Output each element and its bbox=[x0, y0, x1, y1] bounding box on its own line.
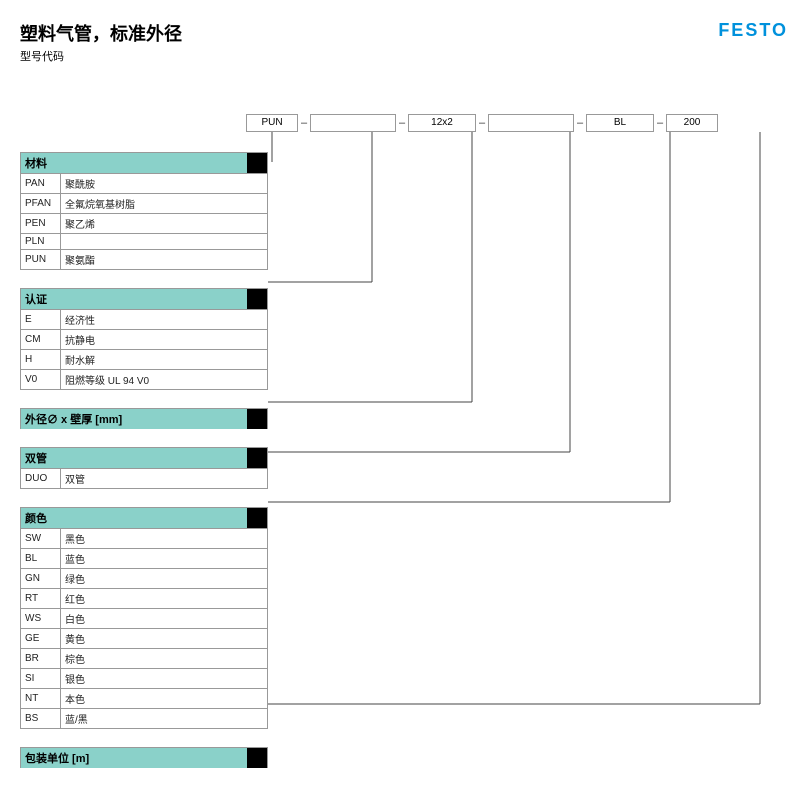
color-table: SW黑色BL蓝色GN绿色RT红色WS白色GE黄色BR棕色SI银色NT本色BS蓝/… bbox=[20, 528, 268, 729]
code-box-1: PUN bbox=[246, 114, 298, 132]
code-cell: SI bbox=[21, 669, 61, 689]
table-row: WS白色 bbox=[21, 609, 268, 629]
content-area: PUN – – 12x2 – – BL – 200 材料 PAN聚酰胺PFAN全… bbox=[20, 114, 788, 768]
section-cert: 认证 E经济性CM抗静电H耐水解V0阻燃等级 UL 94 V0 bbox=[20, 288, 268, 390]
code-box-3: 12x2 bbox=[408, 114, 476, 132]
code-cell: CM bbox=[21, 330, 61, 350]
code-cell: RT bbox=[21, 589, 61, 609]
dash: – bbox=[476, 117, 488, 129]
desc-cell: 双管 bbox=[61, 469, 268, 489]
table-row: SW黑色 bbox=[21, 529, 268, 549]
page-title: 塑料气管，标准外径 bbox=[20, 20, 788, 46]
code-cell: BR bbox=[21, 649, 61, 669]
desc-cell: 红色 bbox=[61, 589, 268, 609]
table-row: PAN聚酰胺 bbox=[21, 174, 268, 194]
table-row: GE黄色 bbox=[21, 629, 268, 649]
code-cell: BL bbox=[21, 549, 61, 569]
section-heading: 材料 bbox=[20, 152, 268, 173]
page-subtitle: 型号代码 bbox=[20, 48, 788, 64]
dash: – bbox=[654, 117, 666, 129]
table-row: PUN聚氨酯 bbox=[21, 250, 268, 270]
desc-cell: 抗静电 bbox=[61, 330, 268, 350]
table-row: H耐水解 bbox=[21, 350, 268, 370]
code-box-5: BL bbox=[586, 114, 654, 132]
code-box-6: 200 bbox=[666, 114, 718, 132]
section-heading: 颜色 bbox=[20, 507, 268, 528]
dash: – bbox=[574, 117, 586, 129]
table-row: PLN bbox=[21, 234, 268, 250]
code-cell: NT bbox=[21, 689, 61, 709]
desc-cell: 本色 bbox=[61, 689, 268, 709]
dash: – bbox=[396, 117, 408, 129]
page-header: 塑料气管，标准外径 型号代码 bbox=[20, 20, 788, 64]
section-color: 颜色 SW黑色BL蓝色GN绿色RT红色WS白色GE黄色BR棕色SI银色NT本色B… bbox=[20, 507, 268, 729]
desc-cell: 银色 bbox=[61, 669, 268, 689]
table-row: PEN聚乙烯 bbox=[21, 214, 268, 234]
section-diameter: 外径∅ x 壁厚 [mm] bbox=[20, 408, 268, 429]
desc-cell: 聚氨酯 bbox=[61, 250, 268, 270]
table-row: PFAN全氟烷氧基树脂 bbox=[21, 194, 268, 214]
brand-logo: FESTO bbox=[718, 20, 788, 41]
code-cell: WS bbox=[21, 609, 61, 629]
table-row: DUO双管 bbox=[21, 469, 268, 489]
desc-cell: 聚酰胺 bbox=[61, 174, 268, 194]
desc-cell: 棕色 bbox=[61, 649, 268, 669]
code-cell: E bbox=[21, 310, 61, 330]
code-cell: GE bbox=[21, 629, 61, 649]
code-cell: PLN bbox=[21, 234, 61, 250]
table-row: RT红色 bbox=[21, 589, 268, 609]
table-row: BR棕色 bbox=[21, 649, 268, 669]
desc-cell: 经济性 bbox=[61, 310, 268, 330]
desc-cell: 耐水解 bbox=[61, 350, 268, 370]
section-duo: 双管 DUO双管 bbox=[20, 447, 268, 489]
table-row: CM抗静电 bbox=[21, 330, 268, 350]
code-cell: DUO bbox=[21, 469, 61, 489]
desc-cell bbox=[61, 234, 268, 250]
type-code-row: PUN – – 12x2 – – BL – 200 bbox=[246, 114, 718, 132]
desc-cell: 全氟烷氧基树脂 bbox=[61, 194, 268, 214]
table-row: GN绿色 bbox=[21, 569, 268, 589]
code-cell: H bbox=[21, 350, 61, 370]
desc-cell: 黑色 bbox=[61, 529, 268, 549]
section-heading: 外径∅ x 壁厚 [mm] bbox=[20, 408, 268, 429]
desc-cell: 蓝色 bbox=[61, 549, 268, 569]
code-cell: PUN bbox=[21, 250, 61, 270]
code-cell: PAN bbox=[21, 174, 61, 194]
code-cell: V0 bbox=[21, 370, 61, 390]
sections-container: 材料 PAN聚酰胺PFAN全氟烷氧基树脂PEN聚乙烯PLNPUN聚氨酯 认证 E… bbox=[20, 114, 788, 768]
desc-cell: 绿色 bbox=[61, 569, 268, 589]
section-heading: 包装单位 [m] bbox=[20, 747, 268, 768]
code-cell: PFAN bbox=[21, 194, 61, 214]
code-cell: PEN bbox=[21, 214, 61, 234]
material-table: PAN聚酰胺PFAN全氟烷氧基树脂PEN聚乙烯PLNPUN聚氨酯 bbox=[20, 173, 268, 270]
table-row: V0阻燃等级 UL 94 V0 bbox=[21, 370, 268, 390]
section-heading: 双管 bbox=[20, 447, 268, 468]
desc-cell: 黄色 bbox=[61, 629, 268, 649]
table-row: BL蓝色 bbox=[21, 549, 268, 569]
code-cell: SW bbox=[21, 529, 61, 549]
desc-cell: 阻燃等级 UL 94 V0 bbox=[61, 370, 268, 390]
code-box-2 bbox=[310, 114, 396, 132]
cert-table: E经济性CM抗静电H耐水解V0阻燃等级 UL 94 V0 bbox=[20, 309, 268, 390]
duo-table: DUO双管 bbox=[20, 468, 268, 489]
code-cell: GN bbox=[21, 569, 61, 589]
section-material: 材料 PAN聚酰胺PFAN全氟烷氧基树脂PEN聚乙烯PLNPUN聚氨酯 bbox=[20, 152, 268, 270]
dash: – bbox=[298, 117, 310, 129]
section-pack: 包装单位 [m] bbox=[20, 747, 268, 768]
desc-cell: 聚乙烯 bbox=[61, 214, 268, 234]
code-box-4 bbox=[488, 114, 574, 132]
table-row: E经济性 bbox=[21, 310, 268, 330]
table-row: SI银色 bbox=[21, 669, 268, 689]
table-row: NT本色 bbox=[21, 689, 268, 709]
section-heading: 认证 bbox=[20, 288, 268, 309]
desc-cell: 白色 bbox=[61, 609, 268, 629]
